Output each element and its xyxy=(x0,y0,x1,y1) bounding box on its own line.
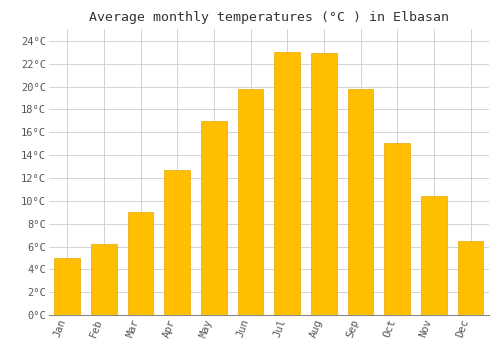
Bar xyxy=(348,89,374,315)
Title: Average monthly temperatures (°C ) in Elbasan: Average monthly temperatures (°C ) in El… xyxy=(89,11,449,24)
Bar xyxy=(54,258,80,315)
Bar xyxy=(238,89,264,315)
Bar xyxy=(128,212,154,315)
Bar xyxy=(384,142,410,315)
Bar xyxy=(91,244,116,315)
Bar xyxy=(164,170,190,315)
Bar xyxy=(274,52,300,315)
Bar xyxy=(421,196,446,315)
Bar xyxy=(311,54,336,315)
Bar xyxy=(201,121,226,315)
Bar xyxy=(458,241,483,315)
